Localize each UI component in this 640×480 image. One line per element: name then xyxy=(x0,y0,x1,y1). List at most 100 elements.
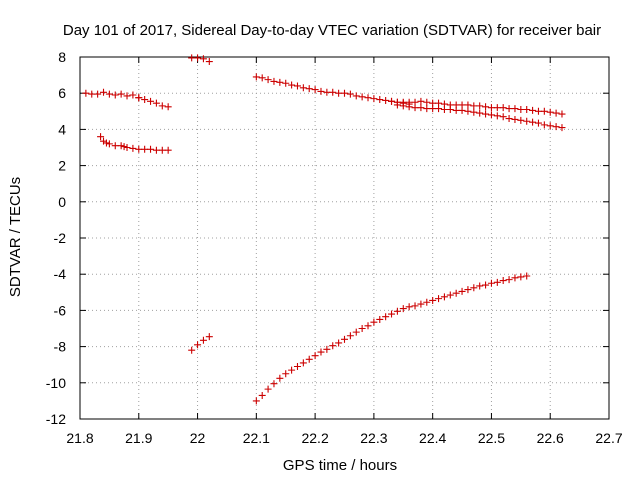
data-point xyxy=(341,335,348,343)
data-point xyxy=(499,104,507,112)
data-point xyxy=(435,105,443,113)
data-point xyxy=(341,89,348,97)
data-point xyxy=(440,105,448,113)
series-segment-f xyxy=(252,73,413,108)
data-point xyxy=(358,93,366,101)
data-point xyxy=(405,303,413,311)
data-point xyxy=(352,92,360,100)
data-point xyxy=(299,84,307,92)
data-point xyxy=(540,121,548,129)
data-point xyxy=(470,102,478,110)
data-point xyxy=(505,105,513,113)
data-point xyxy=(205,58,213,66)
data-point xyxy=(440,293,448,301)
data-point xyxy=(370,95,378,103)
data-point xyxy=(282,79,290,87)
y-axis-label: SDTVAR / TECUs xyxy=(7,177,24,297)
x-axis-label: GPS time / hours xyxy=(283,457,397,474)
data-point xyxy=(147,145,155,153)
data-point xyxy=(523,272,531,280)
data-point xyxy=(523,105,531,113)
data-point xyxy=(305,85,313,93)
data-point xyxy=(117,142,125,150)
axis-ticks: 21.8 21.9 22 22.1 22.2 22.3 22.4 22.5 22.6 22.7 -1… xyxy=(46,49,623,446)
data-point xyxy=(299,359,307,367)
data-point xyxy=(376,315,384,323)
data-point xyxy=(429,296,437,304)
data-point xyxy=(446,105,454,113)
data-point xyxy=(470,108,478,116)
data-point xyxy=(393,101,401,109)
y-tick-label: -2 xyxy=(54,230,67,246)
data-point xyxy=(311,86,319,94)
data-point xyxy=(258,74,266,82)
data-point xyxy=(523,117,531,125)
data-point xyxy=(482,110,490,118)
data-point xyxy=(493,112,501,120)
data-point xyxy=(558,124,566,132)
data-point xyxy=(376,96,384,104)
data-point xyxy=(317,87,325,95)
data-point xyxy=(458,106,466,114)
data-points xyxy=(82,54,566,405)
data-point xyxy=(158,146,166,154)
data-point xyxy=(123,92,131,100)
data-point xyxy=(141,96,149,104)
data-point xyxy=(158,102,166,110)
data-point xyxy=(82,89,90,97)
data-point xyxy=(388,310,396,318)
data-point xyxy=(188,346,196,354)
data-point xyxy=(534,119,542,127)
data-point xyxy=(552,123,560,131)
y-tick-label: -6 xyxy=(54,302,67,318)
x-tick-label: 22.3 xyxy=(360,430,387,446)
data-point xyxy=(288,366,296,374)
data-point xyxy=(94,90,102,98)
data-point xyxy=(493,278,501,286)
data-point xyxy=(311,352,319,360)
data-point xyxy=(476,102,484,110)
data-point xyxy=(205,333,213,341)
data-point xyxy=(493,104,501,112)
x-tick-label: 22.5 xyxy=(478,430,505,446)
data-point xyxy=(517,273,525,281)
data-point xyxy=(194,54,202,62)
series-segment-h xyxy=(393,101,566,132)
data-point xyxy=(358,325,366,332)
y-tick-label: -10 xyxy=(46,375,66,391)
data-point xyxy=(293,82,301,90)
data-point xyxy=(276,78,284,86)
data-point xyxy=(452,106,460,114)
data-point xyxy=(417,97,425,105)
data-point xyxy=(305,355,313,363)
chart-title: Day 101 of 2017, Sidereal Day-to-day VTE… xyxy=(63,22,601,39)
data-point xyxy=(499,113,507,121)
data-point xyxy=(102,139,110,147)
data-point xyxy=(88,90,96,98)
data-point xyxy=(487,279,495,287)
data-point xyxy=(476,109,484,117)
data-point xyxy=(323,345,331,353)
y-tick-label: 6 xyxy=(58,85,66,101)
data-point xyxy=(464,107,472,115)
y-tick-label: -4 xyxy=(54,266,67,282)
data-point xyxy=(487,111,495,119)
data-point xyxy=(264,76,272,84)
data-point xyxy=(188,54,196,62)
data-point xyxy=(470,284,478,292)
data-point xyxy=(446,291,454,299)
y-tick-label: 2 xyxy=(58,158,66,174)
data-point xyxy=(135,94,143,102)
data-point xyxy=(335,89,343,97)
data-point xyxy=(270,77,278,85)
data-point xyxy=(487,104,495,112)
data-point xyxy=(252,73,260,81)
grid-lines xyxy=(80,57,609,419)
data-point xyxy=(129,144,137,152)
data-point xyxy=(164,103,172,111)
data-point xyxy=(147,97,155,105)
data-point xyxy=(194,341,202,349)
data-point xyxy=(258,391,266,399)
data-point xyxy=(458,287,466,295)
data-point xyxy=(423,105,431,113)
